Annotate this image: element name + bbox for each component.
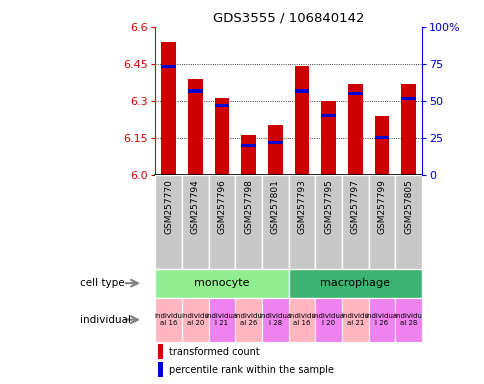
Text: GSM257796: GSM257796: [217, 179, 226, 234]
Text: individua
l 21: individua l 21: [205, 313, 238, 326]
Bar: [155, 175, 182, 269]
Bar: [400, 97, 415, 100]
Text: GSM257805: GSM257805: [403, 179, 412, 234]
Bar: [294, 89, 309, 93]
Text: individua
l 26: individua l 26: [365, 313, 397, 326]
Text: individu
al 26: individu al 26: [234, 313, 262, 326]
Text: GSM257799: GSM257799: [377, 179, 386, 234]
Bar: [214, 98, 229, 175]
Bar: [208, 175, 235, 269]
Bar: [187, 89, 202, 93]
Bar: [235, 175, 261, 269]
Text: individu
al 20: individu al 20: [181, 313, 209, 326]
Bar: [288, 269, 421, 298]
Bar: [368, 175, 394, 269]
Text: GSM257795: GSM257795: [323, 179, 333, 234]
Bar: [267, 126, 282, 175]
Text: individua
l 28: individua l 28: [258, 313, 291, 326]
Bar: [347, 84, 362, 175]
Text: individu
al 28: individu al 28: [394, 313, 422, 326]
Title: GDS3555 / 106840142: GDS3555 / 106840142: [212, 11, 363, 24]
Text: individu
al 21: individu al 21: [341, 313, 368, 326]
Text: transformed count: transformed count: [168, 347, 259, 357]
Bar: [187, 79, 202, 175]
Text: GSM257801: GSM257801: [270, 179, 279, 234]
Text: individua
l 20: individua l 20: [312, 313, 344, 326]
Bar: [182, 298, 208, 342]
Bar: [235, 298, 261, 342]
Text: cell type: cell type: [80, 278, 124, 288]
Bar: [208, 298, 235, 342]
Bar: [288, 175, 315, 269]
Bar: [241, 135, 256, 175]
Bar: [214, 104, 229, 108]
Text: GSM257794: GSM257794: [190, 179, 199, 234]
Text: GSM257797: GSM257797: [350, 179, 359, 234]
Text: GSM257798: GSM257798: [243, 179, 253, 234]
Text: individu
al 16: individu al 16: [287, 313, 315, 326]
Bar: [394, 175, 421, 269]
Text: individual: individual: [80, 314, 131, 325]
Bar: [374, 116, 389, 175]
Bar: [400, 84, 415, 175]
Bar: [161, 65, 176, 68]
Text: individu
al 16: individu al 16: [154, 313, 182, 326]
Bar: [241, 144, 256, 147]
Text: GSM257770: GSM257770: [164, 179, 173, 234]
Text: percentile rank within the sample: percentile rank within the sample: [168, 365, 333, 375]
Bar: [394, 298, 421, 342]
Bar: [315, 175, 341, 269]
Bar: [347, 92, 362, 95]
Bar: [368, 298, 394, 342]
Bar: [261, 175, 288, 269]
Bar: [315, 298, 341, 342]
Bar: [341, 175, 368, 269]
Bar: [155, 269, 288, 298]
Bar: [374, 136, 389, 139]
Text: GSM257793: GSM257793: [297, 179, 306, 234]
Bar: [157, 362, 163, 377]
Bar: [320, 114, 335, 117]
Bar: [157, 344, 163, 359]
Bar: [161, 41, 176, 175]
Bar: [182, 175, 208, 269]
Bar: [341, 298, 368, 342]
Text: monocyte: monocyte: [194, 278, 249, 288]
Bar: [267, 141, 282, 144]
Text: macrophage: macrophage: [319, 278, 390, 288]
Bar: [288, 298, 315, 342]
Bar: [294, 66, 309, 175]
Bar: [261, 298, 288, 342]
Bar: [155, 298, 182, 342]
Bar: [320, 101, 335, 175]
